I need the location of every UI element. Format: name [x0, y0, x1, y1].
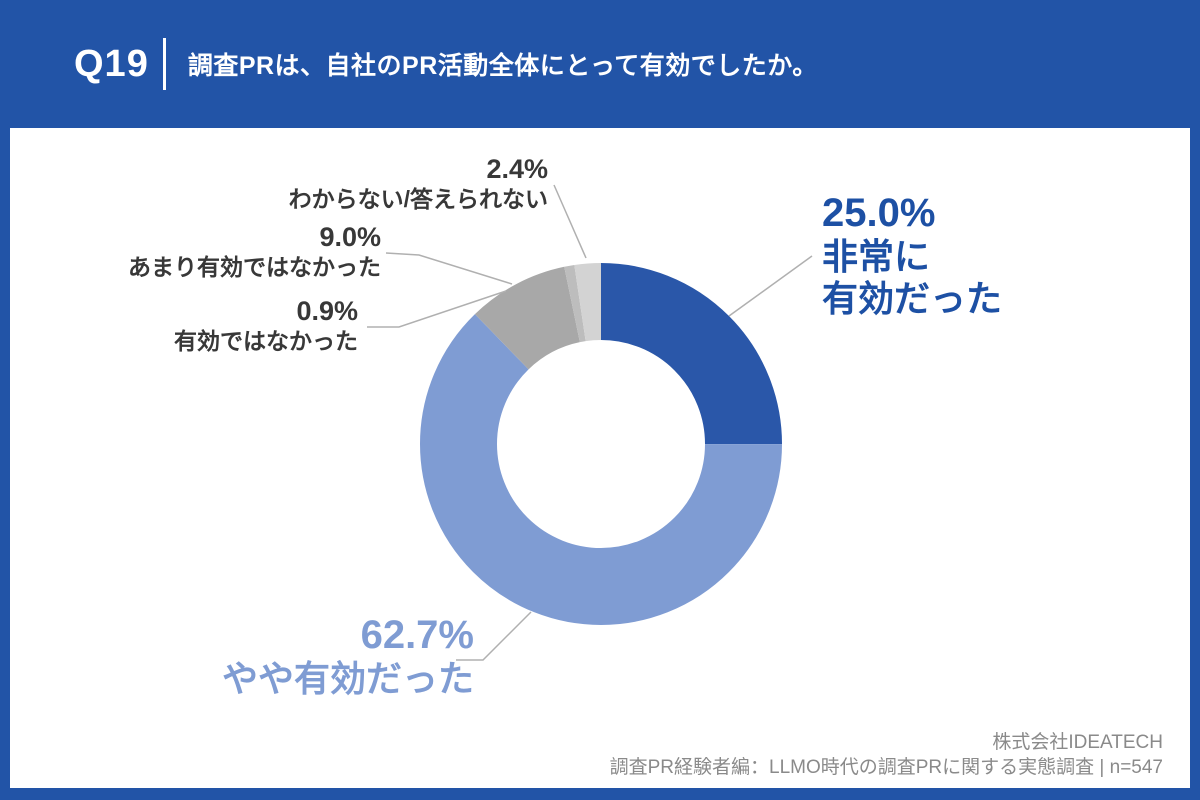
not-very-effective-percent: 9.0% [319, 222, 381, 252]
very-effective-label-line2: 有効だった [822, 278, 1003, 319]
callout-not-effective: 0.9% 有効ではなかった [174, 296, 358, 356]
dont-know-label: わからない/答えられない [288, 186, 548, 212]
footer-source: 調査PR経験者編：LLMO時代の調査PRに関する実態調査 | n=547 [609, 757, 1163, 778]
callout-very-effective: 25.0% 非常に 有効だった [822, 190, 1002, 320]
dont-know-percent: 2.4% [486, 154, 548, 184]
not-effective-label: 有効ではなかった [174, 328, 358, 354]
header: Q19 調査PRは、自社のPR活動全体にとって有効でしたか。 [0, 0, 1200, 128]
callout-dont-know: 2.4% わからない/答えられない [289, 154, 548, 214]
somewhat-effective-percent: 62.7% [360, 613, 474, 657]
callout-somewhat-effective: 62.7% やや有効だった [222, 612, 474, 700]
callout-not-very-effective: 9.0% あまり有効ではなかった [128, 222, 381, 282]
somewhat-effective-label: やや有効だった [221, 658, 474, 699]
footer: 株式会社IDEATECH 調査PR経験者編：LLMO時代の調査PRに関する実態調… [610, 730, 1163, 780]
very-effective-percent: 25.0% [822, 191, 936, 235]
question-number: Q19 [74, 42, 149, 85]
footer-company: 株式会社IDEATECH [992, 732, 1163, 753]
very-effective-label-line1: 非常に [822, 236, 931, 277]
question-title: 調査PRは、自社のPR活動全体にとって有効でしたか。 [187, 52, 818, 80]
not-very-effective-label: あまり有効ではなかった [128, 254, 381, 280]
header-divider [162, 38, 166, 90]
not-effective-percent: 0.9% [296, 296, 358, 326]
